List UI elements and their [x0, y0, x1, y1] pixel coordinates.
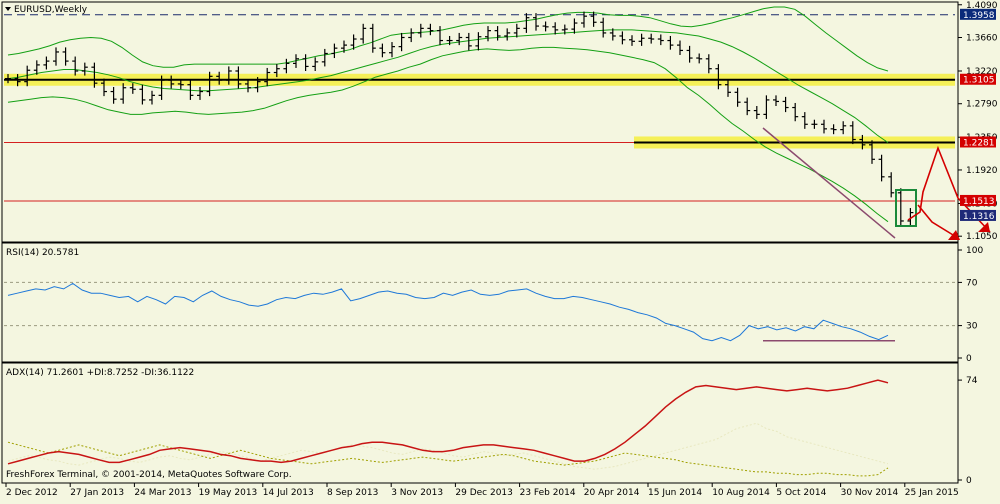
x-tick-label: 19 May 2013 [199, 488, 258, 498]
adx-tick-label: 0 [966, 476, 972, 486]
symbol-dropdown-icon[interactable] [5, 7, 11, 11]
price-badge [960, 73, 996, 85]
forecast-arrowhead [978, 222, 990, 232]
price-layer: 1.40901.36601.32201.27901.23501.19201.14… [4, 1, 998, 242]
highlight-box [895, 189, 917, 227]
x-tick-label: 20 Apr 2014 [584, 488, 640, 498]
x-tick-label: 10 Aug 2014 [712, 488, 770, 498]
minus-di-line [7, 441, 889, 477]
rsi-line [7, 282, 889, 342]
x-tick-label: 14 Jul 2013 [263, 488, 314, 498]
rsi-tick-label: 100 [966, 246, 983, 256]
x-tick-label: 30 Nov 2014 [841, 488, 899, 498]
price-badge [960, 194, 996, 206]
middle-band [7, 29, 889, 144]
rsi-layer: 100 70 30 0 [4, 246, 983, 364]
x-tick-label: 25 Jan 2015 [905, 488, 959, 498]
price-badge-label: 1.3105 [963, 76, 995, 86]
rsi-panel-frame [1, 242, 959, 363]
price-panel-frame [1, 1, 959, 243]
x-tick-label: 27 Jan 2013 [70, 488, 124, 498]
rsi-tick-label: 0 [966, 354, 972, 364]
x-tick-label: 24 Mar 2013 [134, 488, 191, 498]
price-tick-label: 1.2790 [966, 100, 998, 110]
price-tick-label: 1.3660 [966, 33, 998, 43]
trend-line [762, 127, 896, 239]
x-tick-label: 23 Feb 2014 [520, 488, 576, 498]
x-tick-label: 3 Nov 2013 [391, 488, 443, 498]
forecast-arrowhead [948, 230, 960, 240]
price-badge-label: 1.1513 [963, 197, 995, 207]
price-badge [960, 136, 996, 148]
adx-title: ADX(14) 71.2601 +DI:8.7252 -DI:36.1122 [6, 368, 194, 378]
rsi-tick-label: 70 [966, 278, 978, 288]
current-price-label: 1.1316 [963, 212, 995, 222]
x-tick-label: 2 Dec 2012 [6, 488, 58, 498]
x-tick-label: 5 Oct 2014 [776, 488, 826, 498]
adx-line [7, 379, 889, 465]
price-badge-label: 1.3958 [963, 11, 995, 21]
x-axis: 2 Dec 2012 27 Jan 2013 24 Mar 2013 19 May 2… [5, 483, 959, 498]
adx-panel-frame [1, 362, 959, 484]
price-tick-label: 1.4090 [966, 1, 998, 11]
x-tick-label: 15 Jun 2014 [648, 488, 702, 498]
footer-copyright: FreshForex Terminal, © 2001-2014, MetaQu… [6, 470, 292, 480]
rsi-tick-label: 30 [966, 322, 978, 332]
x-tick-label: 8 Sep 2013 [327, 488, 378, 498]
current-price-badge [960, 209, 996, 221]
price-tick-label: 1.1920 [966, 166, 998, 176]
price-tick-label: 1.1050 [966, 232, 998, 242]
price-badge [960, 8, 996, 20]
adx-layer: 74 0 [7, 376, 978, 486]
price-chart-title: EURUSD,Weekly [14, 5, 88, 15]
upper-band [7, 6, 889, 72]
price-badge-label: 1.2281 [963, 138, 995, 148]
adx-tick-label: 74 [966, 376, 978, 386]
lower-band [7, 46, 889, 223]
price-tick-label: 1.3220 [966, 67, 998, 77]
rsi-title: RSI(14) 20.5781 [6, 248, 79, 258]
forecast-arrow-down [917, 204, 959, 239]
x-tick-label: 29 Dec 2013 [455, 488, 513, 498]
